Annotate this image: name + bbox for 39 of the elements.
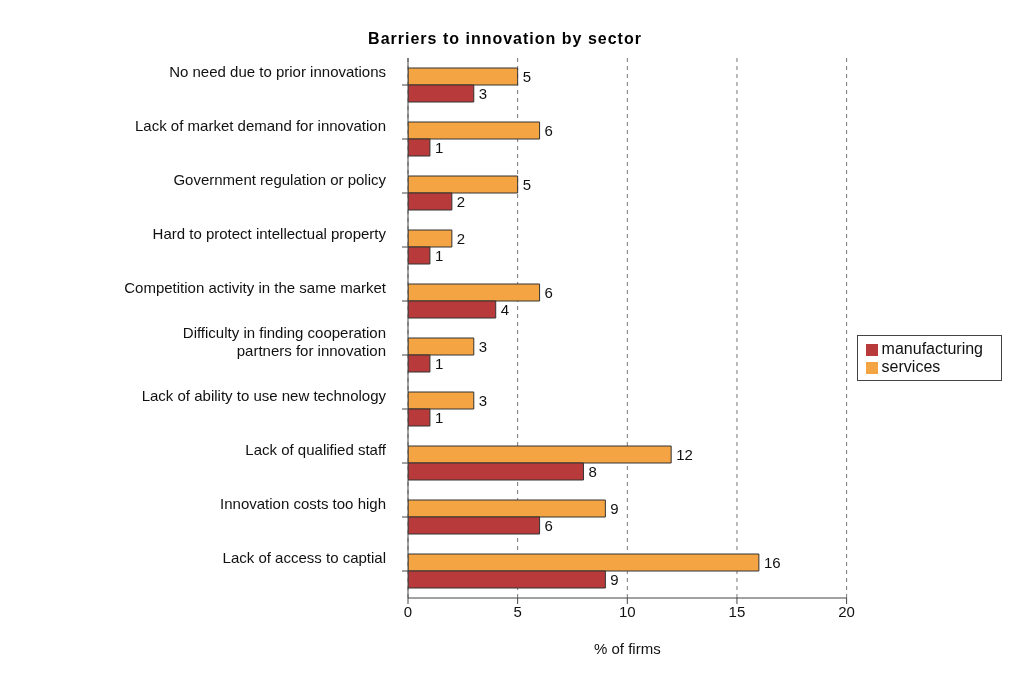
data-label: 2 [456, 192, 466, 210]
y-tick-label: Government regulation or policy [173, 171, 387, 188]
data-label: 9 [610, 499, 619, 517]
data-label: 3 [478, 391, 488, 409]
data-label: 5 [522, 67, 531, 85]
data-label: 1 [434, 354, 444, 372]
chart-title: Barriers to innovation by sector [367, 30, 643, 48]
y-tick-label: Lack of ability to use new technology [141, 387, 387, 404]
y-tick-label: Difficulty in finding cooperation partners for innovation [182, 324, 386, 359]
legend-label: services [881, 358, 941, 375]
x-tick-label: 0 [403, 602, 413, 620]
x-tick-label: 15 [728, 602, 746, 620]
data-label: 16 [763, 553, 781, 571]
data-label: 12 [676, 445, 693, 463]
data-label: 6 [544, 516, 553, 534]
data-label: 4 [500, 300, 510, 318]
data-label: 8 [588, 462, 597, 480]
data-label: 1 [434, 138, 444, 156]
data-label: 6 [544, 121, 553, 139]
x-tick-label: 10 [618, 602, 636, 620]
x-tick-label: 5 [513, 602, 522, 620]
legend-label: manufacturing [881, 340, 983, 357]
data-label: 3 [478, 84, 488, 102]
y-tick-label: Innovation costs too high [220, 495, 386, 512]
y-tick-label: Lack of market demand for innovation [135, 117, 386, 134]
data-label: 3 [478, 337, 488, 355]
x-tick-label: 20 [838, 602, 855, 620]
y-tick-label: No need due to prior innovations [169, 63, 386, 80]
data-label: 1 [434, 408, 444, 426]
y-tick-label: Lack of access to captial [222, 549, 386, 566]
data-label: 1 [434, 246, 444, 264]
y-tick-label: Competition activity in the same market [124, 279, 387, 296]
data-label: 2 [456, 229, 466, 247]
data-label: 6 [544, 283, 553, 301]
data-label: 5 [522, 175, 531, 193]
data-label: 9 [610, 570, 619, 588]
x-axis-title: % of firms [593, 640, 661, 657]
y-tick-label: Lack of qualified staff [245, 441, 387, 458]
y-tick-label: Hard to protect intellectual property [152, 225, 387, 242]
